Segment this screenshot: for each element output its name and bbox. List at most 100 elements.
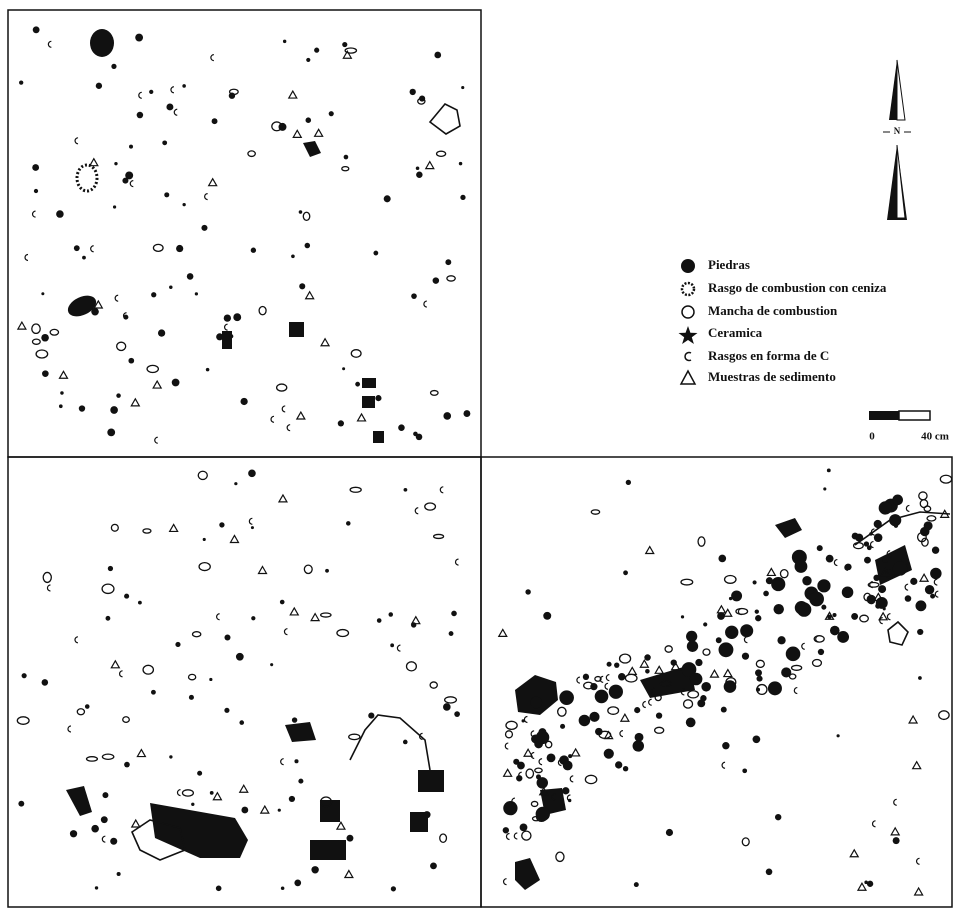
- stone: [329, 111, 334, 116]
- c-feature: [282, 406, 285, 412]
- stone: [729, 597, 732, 600]
- stone: [251, 616, 255, 620]
- c-feature: [605, 683, 608, 689]
- stone: [224, 708, 229, 713]
- c-feature: [531, 752, 534, 758]
- stone: [209, 678, 212, 681]
- stone: [530, 697, 542, 709]
- stone: [216, 885, 222, 891]
- c-feature: [33, 211, 36, 217]
- stone: [644, 654, 650, 660]
- c-feature: [25, 254, 28, 260]
- burn-stain: [321, 613, 331, 617]
- stone: [449, 631, 454, 636]
- stone: [60, 391, 63, 394]
- stone: [766, 577, 773, 584]
- stone: [239, 720, 244, 725]
- stone: [403, 740, 408, 745]
- stone: [461, 86, 464, 89]
- stone: [342, 42, 347, 47]
- burn-stain: [703, 649, 710, 655]
- c-feature: [744, 637, 747, 643]
- stone: [618, 673, 625, 680]
- stone: [766, 868, 773, 875]
- burn-stain: [620, 654, 631, 663]
- stone: [451, 611, 457, 617]
- c-feature: [456, 559, 459, 565]
- stone: [517, 762, 525, 770]
- burn-stain: [556, 852, 564, 861]
- c-feature: [48, 41, 51, 47]
- burn-stain: [585, 775, 596, 783]
- burn-stain: [940, 475, 951, 483]
- c-feature: [130, 181, 133, 187]
- stone: [219, 522, 224, 527]
- stone: [344, 155, 349, 160]
- legend-label: Rasgos en forma de C: [708, 348, 829, 363]
- c-feature: [281, 759, 284, 765]
- stone: [281, 886, 285, 890]
- stone: [22, 673, 27, 678]
- north-arrow-tail-light: [897, 145, 905, 218]
- burn-stain: [522, 831, 531, 840]
- sediment-sample: [913, 762, 921, 769]
- stone: [175, 642, 180, 647]
- burn-stain: [111, 524, 118, 531]
- c-feature: [934, 579, 937, 585]
- stone: [42, 370, 49, 377]
- stone: [731, 590, 742, 601]
- stone: [124, 762, 130, 768]
- stone: [19, 80, 23, 84]
- sediment-sample: [290, 608, 298, 615]
- c-feature: [424, 301, 427, 307]
- burn-stain: [345, 48, 356, 53]
- stone: [338, 420, 344, 426]
- stone: [562, 787, 569, 794]
- stone: [459, 162, 462, 165]
- stone: [294, 759, 298, 763]
- sediment-sample: [297, 412, 305, 419]
- stone: [775, 518, 802, 538]
- stone: [894, 524, 898, 528]
- stone: [823, 487, 826, 490]
- c-feature: [217, 614, 220, 620]
- stone: [285, 722, 316, 742]
- stone: [18, 801, 24, 807]
- stone: [443, 703, 451, 711]
- stone: [845, 564, 852, 571]
- stone: [773, 604, 783, 614]
- stone: [701, 682, 711, 692]
- sediment-sample: [640, 660, 648, 667]
- sediment-sample: [170, 524, 178, 531]
- c-feature: [722, 762, 725, 768]
- burn-stain: [698, 537, 705, 546]
- stone: [101, 816, 108, 823]
- sediment-sample: [137, 750, 145, 757]
- stone: [107, 428, 115, 436]
- stone: [137, 112, 143, 118]
- burn-stain: [431, 391, 439, 396]
- burn-stain: [447, 276, 455, 281]
- sediment-sample: [230, 535, 238, 542]
- stone: [280, 600, 285, 605]
- burn-stain: [143, 529, 151, 533]
- burn-stain: [625, 674, 637, 682]
- stone: [158, 329, 165, 336]
- stone: [851, 613, 858, 620]
- c-feature: [643, 702, 646, 708]
- burn-stain: [123, 717, 130, 723]
- stone: [410, 89, 416, 95]
- burn-stain: [927, 516, 936, 521]
- stone: [589, 712, 599, 722]
- stone: [404, 488, 408, 492]
- c-feature: [816, 636, 819, 642]
- sediment-sample: [621, 714, 629, 721]
- stone: [299, 283, 305, 289]
- legend-label: Ceramica: [708, 325, 763, 340]
- burn-stain: [756, 660, 764, 667]
- stone: [306, 58, 310, 62]
- stone: [289, 796, 295, 802]
- stone: [717, 612, 725, 620]
- stone: [108, 566, 113, 571]
- stone: [42, 679, 49, 686]
